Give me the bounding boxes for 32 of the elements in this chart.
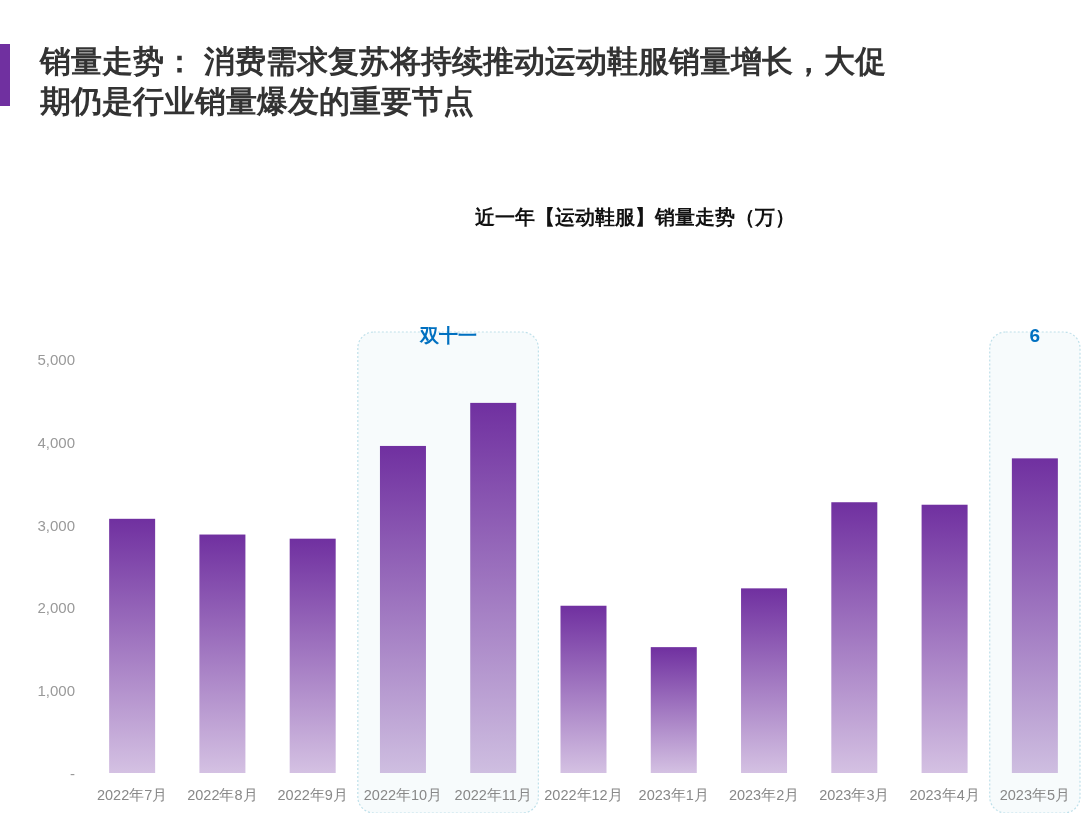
bar (379, 445, 426, 773)
x-tick-label: 2023年4月 (909, 787, 980, 803)
band-label: 6 (1029, 325, 1041, 346)
bar (560, 605, 607, 773)
bar (199, 534, 246, 773)
x-tick-label: 2023年3月 (819, 787, 890, 803)
bar (741, 588, 788, 773)
x-tick-label: 2022年10月 (363, 787, 443, 803)
y-tick-label: 5,000 (37, 351, 75, 368)
bar (109, 518, 156, 773)
bar (289, 538, 336, 773)
bar (470, 402, 517, 773)
y-tick-label: - (70, 765, 75, 782)
bar (831, 502, 878, 773)
y-tick-label: 3,000 (37, 516, 75, 534)
bar (1011, 458, 1058, 773)
x-tick-label: 2023年2月 (728, 787, 800, 803)
bar (921, 504, 968, 773)
band-label: 双十一 (418, 325, 477, 346)
x-tick-label: 2023年1月 (638, 787, 709, 803)
x-tick-label: 2022年11月 (454, 787, 532, 803)
bar (650, 647, 697, 773)
chart-title: 销量走势： 消费需求复苏将持续推动运动鞋服销量增长，大促期仍是行业销量爆发的重要节点 (38, 44, 886, 119)
x-tick-label: 2022年9月 (277, 787, 348, 803)
chart-subtitle: 近一年【运动鞋服】销量走势（万） (474, 206, 795, 228)
x-tick-label: 2022年8月 (187, 787, 258, 803)
y-tick-label: 4,000 (37, 433, 75, 451)
x-tick-label: 2023年5月 (999, 787, 1071, 803)
x-tick-label: 2022年7月 (96, 787, 168, 803)
y-tick-label: 2,000 (37, 599, 75, 617)
y-tick-label: 1,000 (37, 682, 75, 700)
x-tick-label: 2022年12月 (544, 787, 623, 803)
